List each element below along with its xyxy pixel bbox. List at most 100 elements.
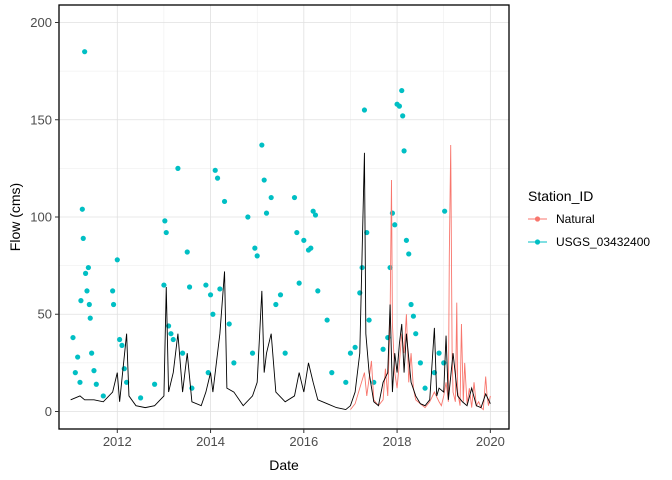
x-tick-label: 2014 xyxy=(196,434,225,449)
data-point-usgs xyxy=(277,292,284,298)
data-point-usgs xyxy=(396,103,403,109)
data-point-usgs xyxy=(78,298,84,304)
data-point-usgs xyxy=(392,222,398,228)
data-point-usgs xyxy=(79,206,85,212)
y-tick-label: 100 xyxy=(30,210,52,225)
data-point-usgs xyxy=(85,264,91,271)
data-point-usgs xyxy=(84,288,90,294)
data-point-usgs xyxy=(324,317,330,323)
y-tick-label: 0 xyxy=(45,404,52,419)
data-point-usgs xyxy=(91,368,97,374)
data-point-usgs xyxy=(205,370,211,376)
data-point-usgs xyxy=(89,350,95,356)
data-point-usgs xyxy=(179,350,186,356)
data-point-usgs xyxy=(210,311,216,317)
data-point-usgs xyxy=(352,344,358,350)
axes: 2012 2014 2016 2018 2020 0 50 100 150 200 xyxy=(30,15,505,449)
data-point-usgs xyxy=(282,350,288,356)
data-point-usgs xyxy=(315,288,321,294)
x-tick-label: 2018 xyxy=(383,434,412,449)
data-point-usgs xyxy=(301,237,307,243)
data-point-usgs xyxy=(100,393,106,399)
data-point-usgs xyxy=(310,208,316,214)
data-point-usgs xyxy=(273,301,279,308)
data-point-usgs xyxy=(410,313,416,319)
data-point-usgs xyxy=(226,321,232,327)
data-point-usgs xyxy=(207,292,214,298)
data-point-usgs xyxy=(252,245,258,251)
data-layer xyxy=(70,49,491,411)
x-tick-label: 2020 xyxy=(476,434,505,449)
data-point-usgs xyxy=(312,212,319,218)
legend-key-usgs-point xyxy=(534,239,541,245)
data-point-usgs xyxy=(214,175,221,181)
data-point-usgs xyxy=(294,229,300,236)
data-point-usgs xyxy=(400,113,406,119)
data-point-usgs xyxy=(117,336,123,343)
data-point-usgs xyxy=(399,87,405,94)
data-point-usgs xyxy=(163,229,169,236)
data-point-usgs xyxy=(413,331,419,337)
data-point-usgs xyxy=(162,218,168,224)
data-point-usgs xyxy=(408,301,414,308)
legend-key-natural-point xyxy=(534,216,541,222)
data-point-usgs xyxy=(114,257,120,263)
x-tick-label: 2016 xyxy=(289,434,318,449)
data-point-usgs xyxy=(387,264,393,271)
data-point-usgs xyxy=(268,194,274,201)
legend: Station_ID Natural USGS_03432400 xyxy=(528,188,650,249)
data-point-usgs xyxy=(361,107,368,113)
data-point-usgs xyxy=(245,214,251,220)
x-tick-label: 2012 xyxy=(103,434,132,449)
data-point-usgs xyxy=(175,165,181,171)
data-point-usgs xyxy=(110,288,116,294)
data-point-usgs xyxy=(231,360,237,366)
data-point-usgs xyxy=(380,346,386,352)
data-point-usgs xyxy=(403,237,410,243)
grid-lines xyxy=(59,5,509,429)
data-point-usgs xyxy=(161,282,167,288)
data-point-usgs xyxy=(82,270,89,276)
y-tick-label: 200 xyxy=(30,15,52,30)
data-point-usgs xyxy=(249,350,256,356)
data-point-usgs xyxy=(417,360,423,366)
y-axis-title: Flow (cms) xyxy=(7,183,23,251)
legend-item-usgs: USGS_03432400 xyxy=(528,235,650,249)
data-point-usgs xyxy=(422,385,428,391)
y-tick-label: 150 xyxy=(30,112,52,127)
data-point-usgs xyxy=(168,331,174,337)
data-point-usgs xyxy=(186,284,193,290)
data-point-usgs xyxy=(221,198,228,205)
data-point-usgs xyxy=(212,167,218,173)
data-point-usgs xyxy=(436,350,442,356)
data-point-usgs xyxy=(110,301,117,308)
data-point-usgs xyxy=(80,235,86,241)
data-point-usgs xyxy=(217,286,223,292)
data-point-usgs xyxy=(72,370,78,376)
data-point-usgs xyxy=(138,395,144,401)
data-point-usgs xyxy=(170,336,176,343)
data-point-usgs xyxy=(366,317,372,323)
data-point-usgs xyxy=(296,280,302,286)
data-point-usgs xyxy=(406,251,412,257)
series-line-usgs-observed xyxy=(70,152,491,411)
data-point-usgs xyxy=(184,249,190,255)
data-point-usgs xyxy=(119,342,125,348)
series-line-natural xyxy=(350,145,491,411)
y-tick-label: 50 xyxy=(38,307,52,322)
data-point-usgs xyxy=(75,354,81,360)
data-point-usgs xyxy=(70,334,76,341)
x-axis-title: Date xyxy=(269,457,299,473)
data-point-usgs xyxy=(203,282,209,288)
data-point-usgs xyxy=(152,381,158,387)
data-point-usgs xyxy=(77,379,83,385)
data-point-usgs xyxy=(87,315,93,321)
data-point-usgs xyxy=(343,379,349,385)
data-point-usgs xyxy=(93,381,99,387)
data-point-usgs xyxy=(291,194,298,201)
legend-item-natural: Natural xyxy=(528,212,595,226)
data-point-usgs xyxy=(263,210,270,216)
data-point-usgs xyxy=(86,301,92,308)
data-point-usgs xyxy=(401,148,407,154)
